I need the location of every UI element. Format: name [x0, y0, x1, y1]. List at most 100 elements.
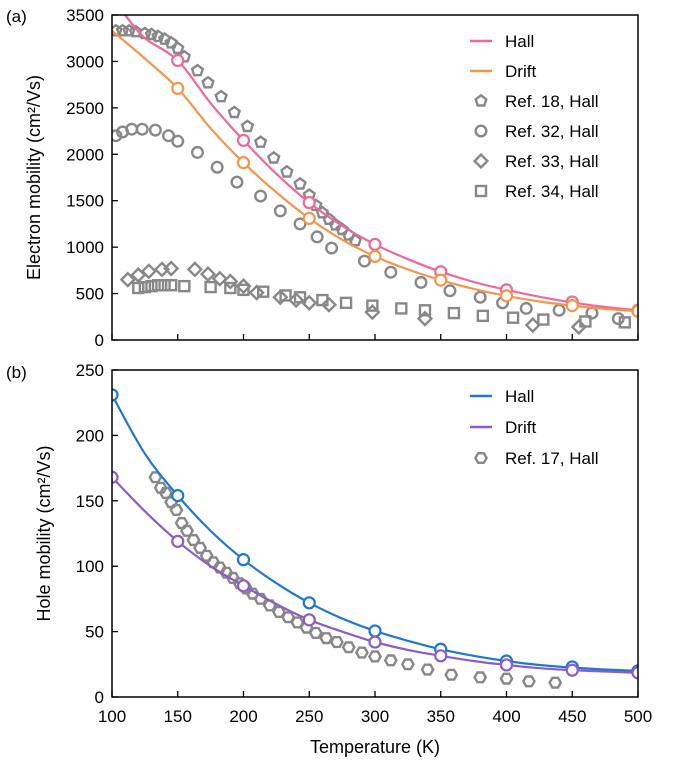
data-point [320, 296, 338, 313]
data-point [434, 649, 448, 663]
data-point [237, 283, 250, 297]
x-tick-label: 450 [558, 707, 586, 726]
data-point [266, 150, 281, 164]
data-point [319, 632, 334, 645]
data-point [519, 301, 533, 315]
data-point [151, 279, 165, 292]
data-point [366, 299, 379, 312]
y-tick-label: 0 [95, 688, 104, 707]
data-point [383, 654, 398, 667]
data-point [135, 122, 149, 136]
data-point [434, 273, 448, 287]
legend-item: Drift [470, 418, 536, 437]
plot-frame [111, 369, 639, 698]
data-point [618, 316, 632, 329]
data-point [302, 596, 316, 610]
series-drift [112, 470, 638, 680]
data-point [565, 663, 579, 677]
data-point [447, 306, 461, 320]
data-point [499, 658, 514, 672]
data-point [443, 284, 457, 298]
data-point [302, 211, 316, 225]
data-point [368, 237, 382, 251]
data-point [227, 105, 242, 119]
data-point [236, 579, 251, 593]
data-point [552, 303, 566, 317]
series-hall [112, 388, 638, 678]
data-point [272, 289, 289, 306]
legend-swatch [474, 124, 488, 138]
plot-area [112, 388, 638, 689]
data-point [115, 23, 130, 37]
data-point [201, 75, 215, 89]
data-point [112, 129, 123, 143]
legend-label: Hall [505, 32, 534, 51]
data-point [368, 624, 382, 638]
x-tick-label: 500 [624, 707, 652, 726]
data-point [521, 675, 536, 688]
data-point [293, 217, 307, 231]
data-point [308, 626, 323, 639]
y-tick-label: 50 [85, 623, 104, 642]
data-point [186, 261, 203, 278]
data-point [171, 534, 185, 548]
legend-label: Ref. 32, Hall [505, 122, 599, 141]
data-point [171, 53, 185, 68]
data-point [262, 599, 277, 612]
y-tick-label: 3500 [66, 6, 104, 25]
data-point [174, 517, 189, 530]
panel-label: (a) [6, 7, 27, 26]
y-axis-label: Electron mobility (cm²/Vs) [24, 75, 44, 280]
y-tick-label: 0 [95, 331, 104, 350]
x-axis-label: Temperature (K) [310, 737, 440, 757]
data-point [325, 241, 339, 255]
data-point [565, 299, 579, 313]
legend-item: Drift [470, 62, 536, 81]
data-point [211, 270, 228, 287]
data-point [222, 273, 239, 290]
legend-label: Ref. 33, Hall [505, 152, 599, 171]
data-point [329, 636, 344, 649]
data-point [322, 212, 336, 226]
legend-item: Ref. 32, Hall [474, 122, 599, 141]
data-point [395, 302, 408, 315]
data-point [230, 175, 244, 189]
legend-label: Drift [505, 418, 536, 437]
data-point [164, 35, 178, 49]
data-point [548, 676, 563, 689]
data-point [418, 304, 432, 317]
panel-b: (b) 100 150 200 250 300 350 400 450 500 0 50 100 150 2… [6, 361, 652, 757]
data-point [354, 646, 369, 659]
data-point [236, 553, 251, 567]
data-point [473, 671, 488, 684]
data-point [171, 81, 185, 95]
data-point [206, 556, 221, 569]
data-point [316, 293, 329, 307]
legend-item: Ref. 17, Hall [474, 449, 599, 468]
y-tick-label: 250 [76, 361, 104, 380]
data-point [190, 63, 205, 77]
x-tick-label: 100 [98, 707, 126, 726]
y-tick-label: 500 [76, 285, 104, 304]
data-point [226, 571, 240, 584]
data-point [280, 164, 294, 178]
data-point [158, 279, 171, 292]
data-point [145, 279, 158, 293]
data-point [631, 304, 638, 318]
data-point [339, 296, 353, 310]
data-point [171, 134, 185, 148]
series-drift [112, 29, 638, 318]
legend-swatch [472, 152, 490, 170]
data-point [153, 481, 168, 494]
data-point [112, 388, 119, 402]
data-point [236, 133, 251, 147]
plot-frame [111, 14, 639, 341]
data-point [214, 89, 228, 103]
data-point [570, 318, 587, 336]
legend-label: Drift [505, 62, 536, 81]
data-point [368, 650, 382, 663]
x-tick-label: 150 [164, 707, 192, 726]
data-point [302, 195, 316, 210]
data-point [499, 672, 514, 685]
